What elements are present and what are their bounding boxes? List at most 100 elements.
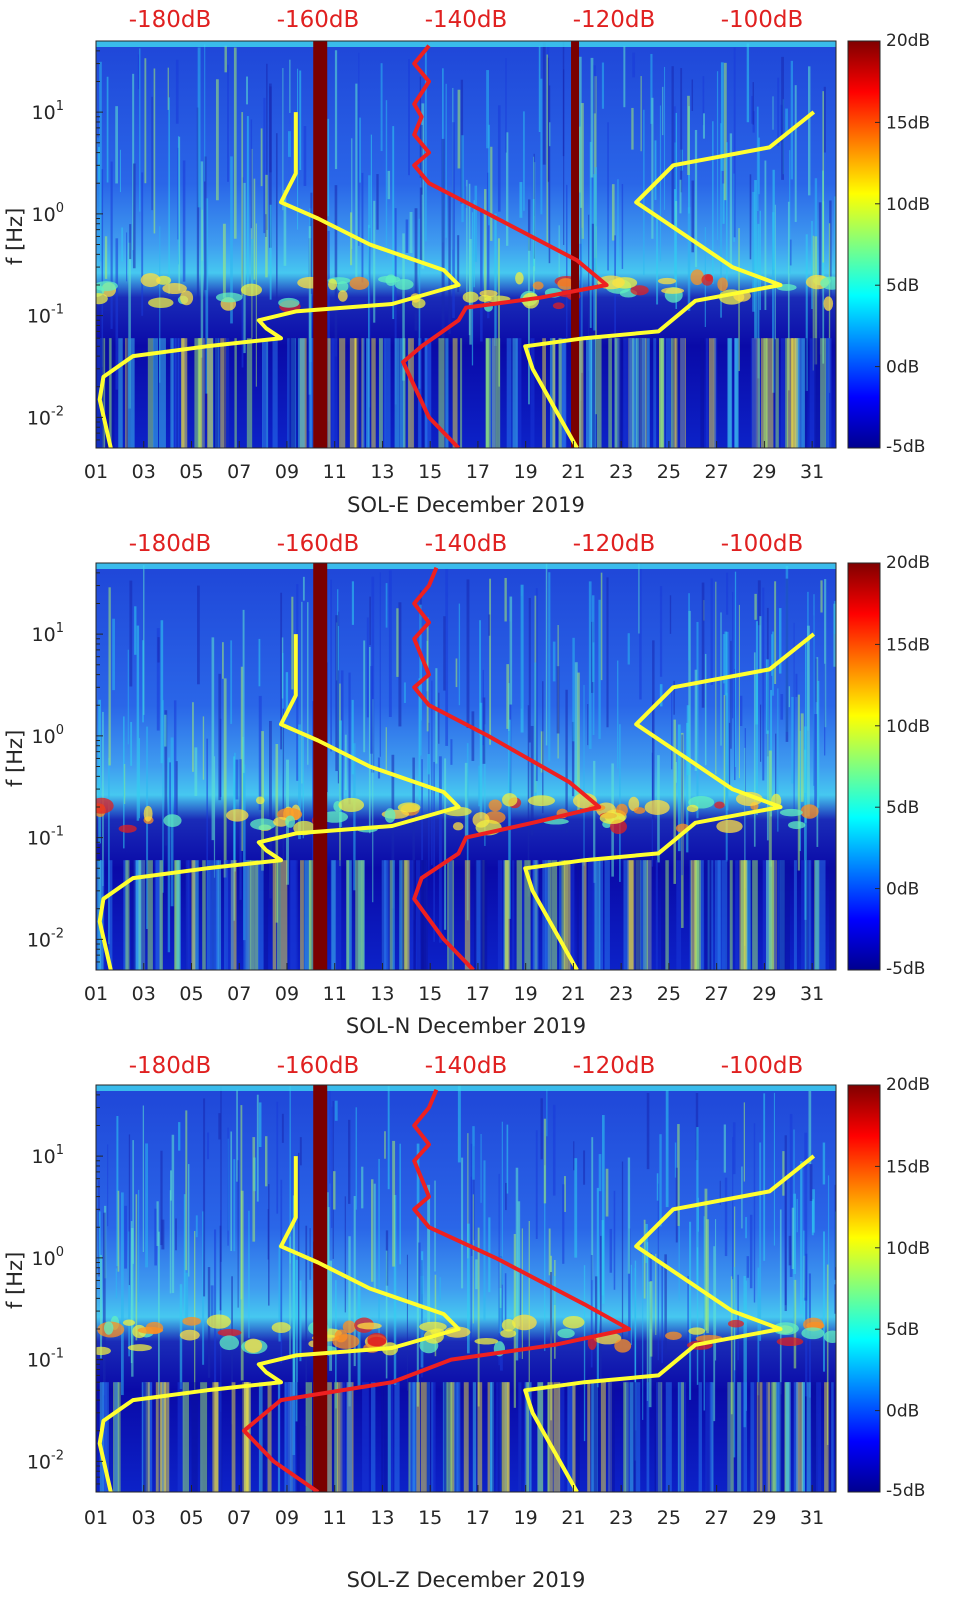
x-axis-label: SOL-E December 2019 — [347, 493, 585, 517]
y-tick-label: 101 — [32, 99, 64, 124]
top-db-label: -180dB — [129, 7, 212, 33]
instrument-noise-line — [242, 1088, 631, 1492]
x-tick-label: 21 — [561, 1507, 585, 1529]
spectrogram-texture — [96, 41, 836, 448]
colorbar — [847, 1084, 881, 1493]
x-tick-label: 07 — [227, 1507, 251, 1529]
colorbar-tick-label: 0dB — [886, 880, 919, 900]
x-tick-label: 29 — [752, 983, 776, 1005]
x-tick-label: 13 — [370, 1507, 394, 1529]
colorbar-tick-label: 10dB — [886, 195, 930, 215]
y-axis-label: f [Hz] — [3, 1252, 27, 1309]
x-tick-label: 01 — [84, 461, 108, 483]
x-tick-label: 09 — [275, 983, 299, 1005]
top-db-label: -120dB — [573, 531, 656, 557]
x-tick-label: 03 — [132, 983, 156, 1005]
data-gap — [313, 563, 328, 970]
top-db-label: -180dB — [129, 1053, 212, 1079]
x-tick-label: 21 — [561, 983, 585, 1005]
y-tick-label: 10-2 — [27, 404, 64, 429]
panel-1: 01 03 05 07 09 11 13 15 17 19 21 23 25 27 29 31 SOL-E De… — [3, 7, 930, 517]
x-tick-label: 03 — [132, 461, 156, 483]
x-axis-label: SOL-N December 2019 — [346, 1014, 586, 1038]
instrument-noise-line — [412, 566, 602, 970]
spectrogram — [96, 563, 836, 970]
colorbar-tick-label: 10dB — [886, 717, 930, 737]
top-db-label: -160dB — [277, 7, 360, 33]
colorbar-tick-label: 15dB — [886, 635, 930, 655]
y-tick-label: 10-2 — [27, 1448, 64, 1473]
panel-3: 01 03 05 07 09 11 13 15 17 19 21 23 25 27 29 31 SOL-Z De… — [3, 1053, 930, 1592]
x-tick-label: 09 — [275, 461, 299, 483]
x-tick-label: 07 — [227, 983, 251, 1005]
x-tick-label: 27 — [705, 461, 729, 483]
colorbar-tick-label: 5dB — [886, 1320, 919, 1340]
spectrogram — [96, 41, 836, 448]
colorbar-tick-label: 5dB — [886, 798, 919, 818]
y-tick-label: 10-1 — [27, 825, 64, 850]
colorbar — [847, 40, 881, 449]
top-db-label: -180dB — [129, 531, 212, 557]
x-tick-label: 19 — [514, 983, 538, 1005]
colorbar-tick-label: 15dB — [886, 113, 930, 133]
colorbar-tick-label: 20dB — [886, 553, 930, 573]
x-axis-label: SOL-Z December 2019 — [347, 1568, 586, 1592]
x-tick-label: 25 — [657, 461, 681, 483]
top-db-label: -120dB — [573, 7, 656, 33]
colorbar-tick-label: 5dB — [886, 276, 919, 296]
x-tick-label: 15 — [418, 983, 442, 1005]
noise-model-low-line — [97, 634, 461, 970]
y-tick-label: 10-1 — [27, 1347, 64, 1372]
instrument-noise-line — [401, 44, 609, 448]
x-tick-label: 05 — [179, 461, 203, 483]
x-tick-label: 19 — [514, 1507, 538, 1529]
x-tick-label: 11 — [323, 983, 347, 1005]
x-tick-label: 31 — [800, 461, 824, 483]
data-gap — [313, 1085, 328, 1492]
colorbar — [847, 562, 881, 971]
x-tick-label: 23 — [609, 983, 633, 1005]
colorbar-tick-label: 20dB — [886, 31, 930, 51]
x-tick-label: 05 — [179, 983, 203, 1005]
x-tick-label: 27 — [705, 983, 729, 1005]
data-gap — [571, 41, 580, 448]
y-tick-label: 100 — [32, 201, 64, 226]
top-db-label: -100dB — [721, 531, 804, 557]
x-tick-label: 25 — [657, 983, 681, 1005]
x-tick-label: 01 — [84, 983, 108, 1005]
x-tick-label: 21 — [561, 461, 585, 483]
noise-model-high-line — [523, 110, 816, 448]
x-tick-label: 11 — [323, 1507, 347, 1529]
x-tick-label: 03 — [132, 1507, 156, 1529]
x-tick-label: 23 — [609, 461, 633, 483]
colorbar-tick-label: 20dB — [886, 1075, 930, 1095]
top-db-label: -160dB — [277, 1053, 360, 1079]
spectrogram-texture — [96, 1085, 836, 1492]
colorbar-tick-label: -5dB — [886, 437, 925, 457]
top-db-label: -140dB — [425, 531, 508, 557]
x-tick-label: 15 — [418, 461, 442, 483]
x-tick-label: 27 — [705, 1507, 729, 1529]
top-db-label: -160dB — [277, 531, 360, 557]
x-tick-label: 13 — [370, 983, 394, 1005]
y-tick-label: 100 — [32, 723, 64, 748]
x-tick-label: 13 — [370, 461, 394, 483]
colorbar-tick-label: 10dB — [886, 1239, 930, 1259]
panel-2: 01 03 05 07 09 11 13 15 17 19 21 23 25 27 29 31 SOL-N De… — [3, 531, 930, 1038]
y-tick-label: 10-2 — [27, 926, 64, 951]
x-tick-label: 09 — [275, 1507, 299, 1529]
x-tick-label: 01 — [84, 1507, 108, 1529]
top-db-label: -100dB — [721, 1053, 804, 1079]
noise-model-high-line — [523, 1154, 816, 1492]
y-tick-label: 100 — [32, 1245, 64, 1270]
noise-model-low-line — [97, 1156, 461, 1492]
x-tick-label: 29 — [752, 1507, 776, 1529]
x-tick-label: 19 — [514, 461, 538, 483]
x-tick-label: 05 — [179, 1507, 203, 1529]
y-tick-label: 101 — [32, 1143, 64, 1168]
y-tick-label: 101 — [32, 621, 64, 646]
data-gap — [313, 41, 328, 448]
x-tick-label: 23 — [609, 1507, 633, 1529]
noise-model-high-line — [523, 632, 816, 970]
